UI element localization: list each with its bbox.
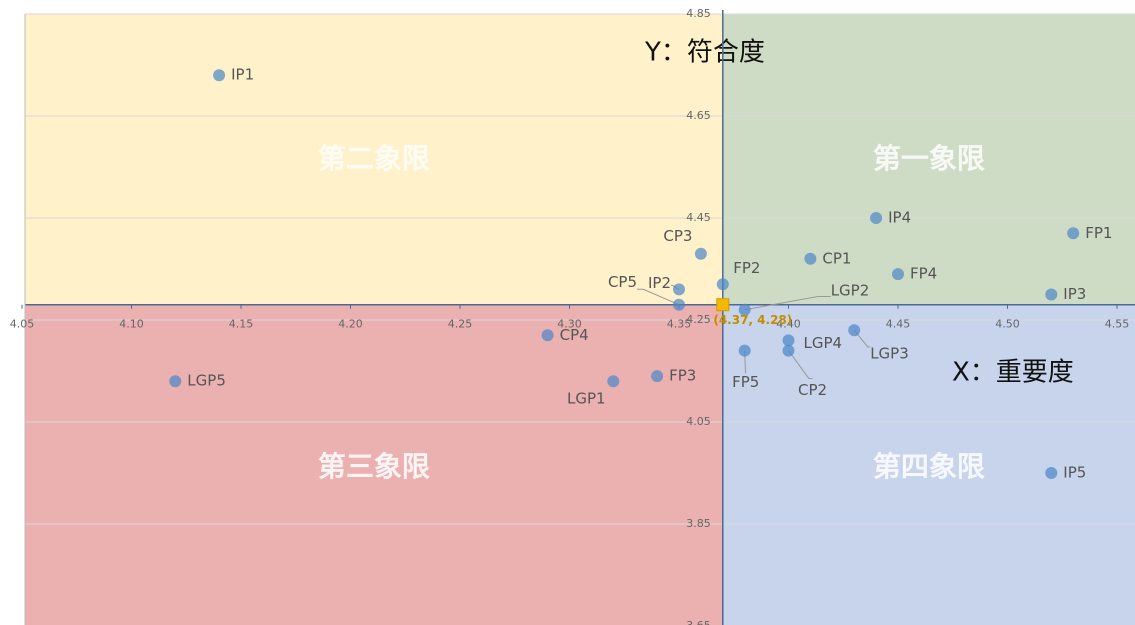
x-tick-label: 4.50 — [995, 318, 1020, 331]
point-label: LGP5 — [187, 372, 226, 390]
point-label: CP1 — [822, 249, 851, 267]
point-label: FP1 — [1085, 224, 1112, 242]
x-tick-label: 4.20 — [338, 318, 363, 331]
x-axis-title: X：重要度 — [952, 358, 1074, 388]
quadrant-label: 第二象限 — [318, 142, 430, 175]
y-tick-label: 4.05 — [686, 415, 711, 428]
point — [716, 278, 729, 291]
quadrant-label: 第三象限 — [318, 450, 430, 483]
point-label: LGP1 — [567, 390, 606, 408]
point-label: IP4 — [888, 209, 911, 227]
point — [607, 375, 620, 388]
point — [694, 247, 707, 260]
point-label: CP3 — [663, 227, 692, 245]
leader-line — [788, 350, 813, 380]
point-label: IP2 — [648, 274, 671, 292]
point-label: FP3 — [669, 367, 696, 385]
x-tick-label: 4.45 — [886, 318, 911, 331]
point-label: IP1 — [231, 66, 254, 84]
quadrant-background — [25, 14, 723, 305]
leader-line — [637, 288, 680, 306]
origin-marker — [716, 298, 730, 312]
point — [738, 344, 751, 357]
point-label: IP5 — [1063, 464, 1086, 482]
y-tick-label: 3.85 — [686, 517, 711, 530]
y-tick-label: 4.65 — [686, 109, 711, 122]
x-tick-label: 4.40 — [776, 318, 801, 331]
x-tick-label: 4.55 — [1105, 318, 1130, 331]
point-label: FP5 — [732, 373, 759, 391]
point — [1045, 288, 1058, 301]
point-label: CP4 — [560, 326, 589, 344]
quadrant-background — [722, 14, 1135, 305]
quadrant-label: 第一象限 — [873, 142, 985, 175]
point — [848, 324, 861, 337]
point — [804, 252, 817, 265]
y-tick-label: 4.25 — [686, 313, 711, 326]
leader-line — [853, 329, 871, 348]
x-tick-label: 4.15 — [229, 318, 254, 331]
origin-label: (4.37, 4.28) — [713, 313, 792, 327]
point — [782, 334, 795, 347]
x-tick-label: 4.10 — [119, 318, 144, 331]
point — [738, 303, 751, 316]
point-label: LGP4 — [804, 334, 843, 352]
point — [213, 69, 226, 82]
y-axis-title: Y：符合度 — [644, 38, 765, 68]
point-label: CP5 — [608, 273, 637, 291]
quadrant-label: 第四象限 — [873, 450, 985, 483]
point-label: LGP2 — [831, 281, 870, 299]
point — [1045, 467, 1058, 479]
point-label: FP4 — [910, 265, 937, 283]
point — [651, 370, 664, 383]
quadrant-background — [722, 304, 1135, 625]
point — [870, 212, 883, 224]
y-tick-label: 4.85 — [686, 7, 711, 20]
x-tick-label: 4.25 — [448, 318, 473, 331]
point — [673, 283, 685, 296]
quadrant-background — [25, 304, 723, 625]
point-label: IP3 — [1063, 285, 1086, 303]
point — [782, 344, 795, 357]
point-label: LGP3 — [870, 345, 909, 363]
point — [169, 375, 182, 388]
leader-line — [744, 296, 831, 311]
point — [1067, 227, 1080, 240]
x-tick-label: 4.35 — [667, 318, 692, 331]
point — [673, 298, 685, 311]
point-label: CP2 — [798, 381, 827, 399]
point — [892, 268, 904, 281]
x-tick-label: 4.05 — [10, 318, 35, 331]
y-tick-label: 4.45 — [686, 211, 711, 224]
point-label: FP2 — [733, 259, 760, 277]
point — [541, 329, 554, 342]
x-tick-label: 4.30 — [557, 318, 582, 331]
y-tick-label: 3.65 — [686, 619, 711, 625]
leader-line — [744, 350, 747, 374]
